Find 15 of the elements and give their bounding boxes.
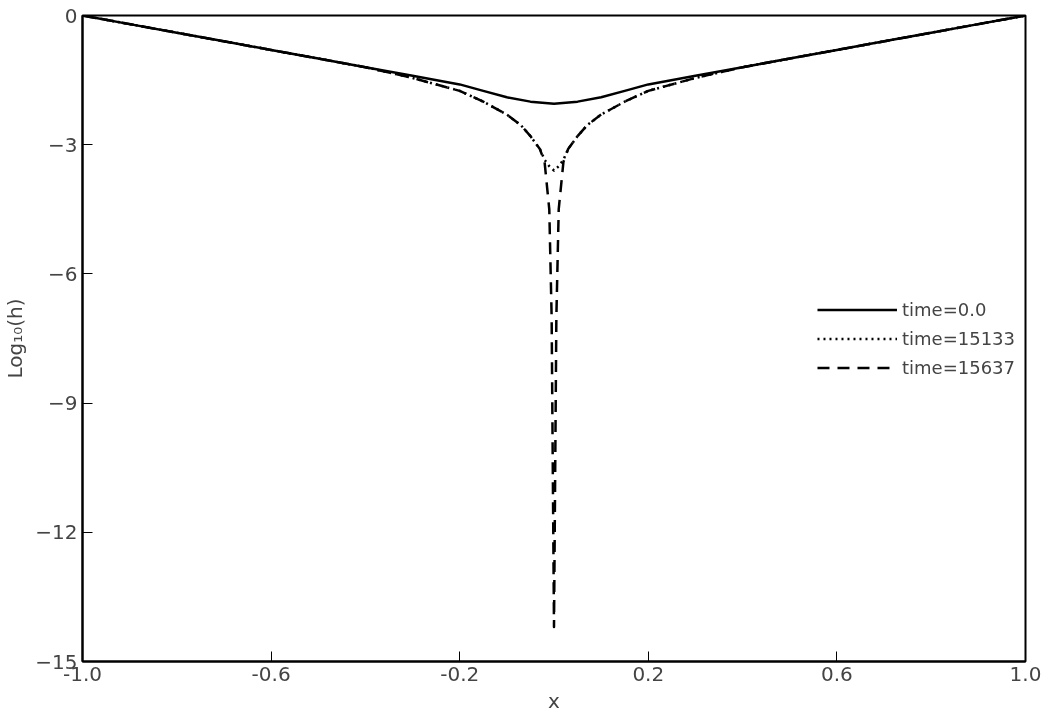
y-tick-label: −6 (48, 261, 78, 286)
legend-label: time=0.0 (901, 298, 987, 320)
y-tick-label: −9 (48, 391, 78, 416)
y-tick-label: −12 (35, 520, 78, 545)
x-tick-label: -0.2 (440, 661, 480, 686)
legend-label: time=15637 (901, 356, 1015, 378)
x-tick-label: -0.6 (251, 661, 291, 686)
x-tick-label: 1.0 (1009, 661, 1042, 686)
y-tick-label: −3 (48, 132, 78, 157)
y-axis-title: Log₁₀(h) (3, 298, 28, 379)
x-tick-label: 0.6 (821, 661, 853, 686)
y-tick-label: 0 (64, 3, 78, 28)
x-tick-label: 0.2 (632, 661, 665, 686)
x-axis-title: x (548, 688, 561, 713)
legend-label: time=15133 (901, 327, 1015, 349)
